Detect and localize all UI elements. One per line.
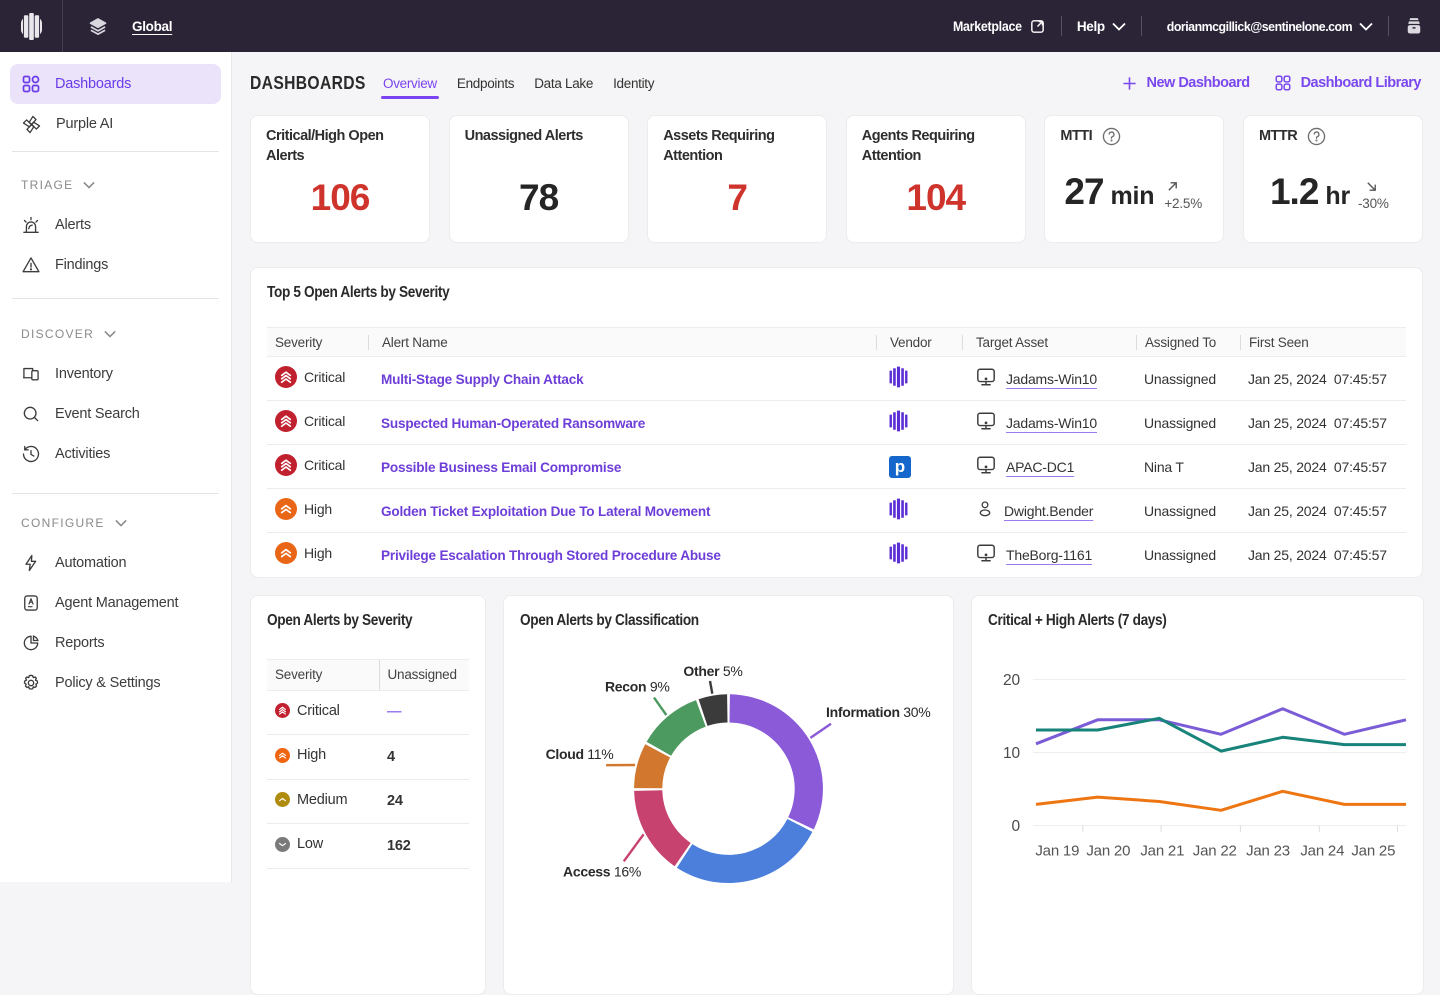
svg-text:Jan 21: Jan 21 xyxy=(1141,842,1185,859)
svg-text:Access 16%: Access 16% xyxy=(563,864,641,880)
svg-text:Jan 22: Jan 22 xyxy=(1193,842,1237,859)
svg-text:Jan 24: Jan 24 xyxy=(1301,842,1345,859)
svg-text:Jan 25: Jan 25 xyxy=(1352,842,1396,859)
svg-text:10: 10 xyxy=(1003,745,1020,762)
svg-text:Cloud 11%: Cloud 11% xyxy=(545,746,613,762)
svg-text:Jan 20: Jan 20 xyxy=(1087,842,1131,859)
svg-text:Other 5%: Other 5% xyxy=(683,663,742,679)
svg-text:20: 20 xyxy=(1003,672,1020,689)
svg-text:Recon 9%: Recon 9% xyxy=(605,679,670,695)
svg-text:0: 0 xyxy=(1012,818,1021,835)
svg-text:Jan 19: Jan 19 xyxy=(1036,842,1080,859)
svg-text:Information 30%: Information 30% xyxy=(826,704,930,720)
svg-text:Jan 23: Jan 23 xyxy=(1246,842,1290,859)
